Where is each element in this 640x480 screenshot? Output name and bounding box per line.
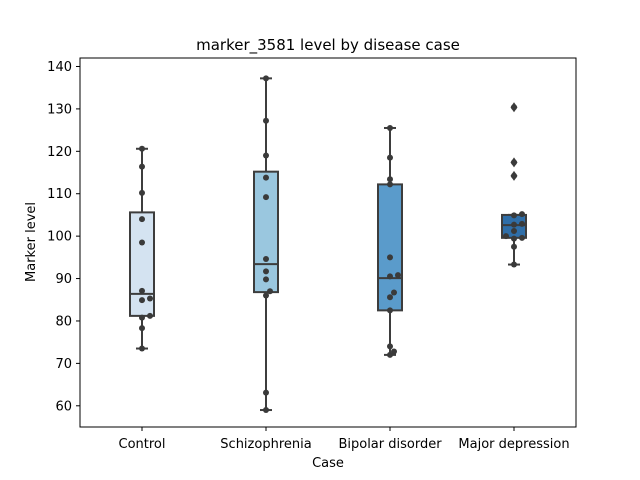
data-point — [139, 239, 145, 246]
data-point — [139, 287, 145, 294]
data-point — [263, 75, 269, 82]
data-point — [387, 254, 393, 261]
box-iqr — [377, 183, 403, 312]
data-point — [387, 343, 393, 350]
data-point — [387, 176, 393, 183]
data-point — [511, 172, 517, 179]
x-tick-label: Schizophrenia — [220, 437, 311, 452]
data-point — [519, 211, 525, 218]
x-tick-label: Major depression — [458, 437, 569, 452]
y-tick-label: 90 — [55, 272, 72, 287]
data-point — [387, 181, 393, 188]
data-point — [511, 235, 517, 242]
data-point — [147, 312, 153, 319]
data-point — [511, 228, 517, 235]
data-point — [387, 307, 393, 314]
data-point — [139, 314, 145, 321]
data-point — [391, 348, 397, 355]
data-point — [511, 159, 517, 166]
data-point — [139, 189, 145, 196]
data-point — [263, 152, 269, 159]
data-point — [519, 220, 525, 227]
data-point — [511, 104, 517, 111]
data-point — [387, 294, 393, 301]
data-point — [139, 145, 145, 152]
data-point — [263, 117, 269, 124]
data-point — [391, 289, 397, 296]
y-tick-label: 70 — [55, 357, 72, 372]
data-point — [139, 163, 145, 170]
x-tick-label: Bipolar disorder — [338, 437, 442, 452]
y-tick-label: 110 — [47, 187, 72, 202]
data-point — [511, 243, 517, 250]
chart-title: marker_3581 level by disease case — [196, 36, 460, 55]
data-point — [263, 194, 269, 201]
x-axis-label: Case — [312, 456, 344, 471]
y-tick-label: 140 — [47, 60, 72, 75]
y-axis-label: Marker level — [24, 202, 39, 282]
data-point — [263, 268, 269, 275]
x-tick-label: Control — [119, 437, 166, 452]
y-tick-label: 60 — [55, 399, 72, 414]
data-point — [263, 389, 269, 396]
data-point — [387, 124, 393, 131]
data-point — [139, 216, 145, 223]
y-tick-label: 120 — [47, 145, 72, 160]
data-point — [263, 256, 269, 263]
plot-frame — [79, 57, 577, 428]
data-point — [147, 295, 153, 302]
data-point — [139, 297, 145, 304]
data-point — [139, 345, 145, 352]
data-point — [387, 273, 393, 280]
data-point — [511, 261, 517, 268]
y-tick-label: 100 — [47, 230, 72, 245]
data-point — [519, 234, 525, 241]
data-point — [395, 272, 401, 279]
y-tick-label: 80 — [55, 314, 72, 329]
data-point — [511, 221, 517, 228]
data-point — [387, 351, 393, 358]
data-point — [503, 233, 509, 240]
data-point — [139, 325, 145, 332]
y-tick-label: 130 — [47, 102, 72, 117]
data-point — [263, 407, 269, 414]
data-point — [263, 292, 269, 299]
data-point — [511, 212, 517, 219]
data-point — [267, 288, 273, 295]
data-point — [387, 154, 393, 161]
data-point — [263, 276, 269, 283]
data-point — [263, 174, 269, 181]
